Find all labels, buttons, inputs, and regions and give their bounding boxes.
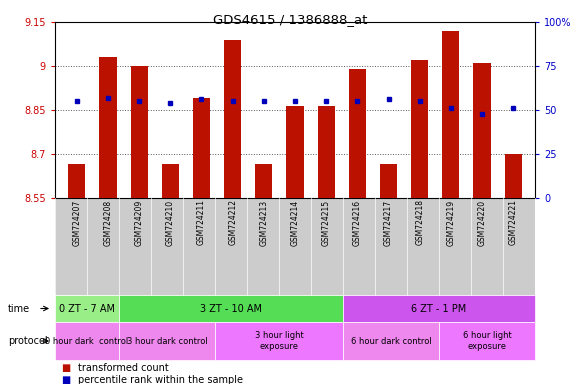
Bar [162,164,179,198]
Bar [61,22,92,198]
Text: 6 hour dark control: 6 hour dark control [351,336,432,346]
Bar [68,164,85,198]
Bar [99,57,117,198]
Bar [443,31,459,198]
Bar [380,164,397,198]
Bar [310,22,342,198]
Text: 0 ZT - 7 AM: 0 ZT - 7 AM [59,303,115,313]
Text: 3 hour dark control: 3 hour dark control [126,336,208,346]
Text: transformed count: transformed count [78,363,169,373]
Bar [280,22,310,198]
Bar [130,66,148,198]
Bar [155,22,186,198]
Bar [342,22,373,198]
Bar [224,40,241,198]
Text: 6 hour light
exposure: 6 hour light exposure [463,331,512,351]
Bar [505,154,522,198]
Bar [373,22,404,198]
Text: protocol: protocol [8,336,48,346]
Bar [498,22,529,198]
Text: percentile rank within the sample: percentile rank within the sample [78,375,243,384]
Text: ■: ■ [61,363,70,373]
Bar [92,22,124,198]
Bar [404,22,435,198]
Bar [411,60,428,198]
Bar [186,22,217,198]
Text: 6 ZT - 1 PM: 6 ZT - 1 PM [411,303,467,313]
Text: 0 hour dark  control: 0 hour dark control [45,336,129,346]
Text: ■: ■ [61,375,70,384]
Bar [217,22,248,198]
Bar [248,22,280,198]
Text: 3 ZT - 10 AM: 3 ZT - 10 AM [200,303,262,313]
Text: time: time [8,303,30,313]
Bar [473,63,491,198]
Bar [193,98,210,198]
Bar [435,22,466,198]
Bar [287,106,303,198]
Bar [318,106,335,198]
Text: 3 hour light
exposure: 3 hour light exposure [255,331,303,351]
Bar [466,22,498,198]
Bar [255,164,273,198]
Text: GDS4615 / 1386888_at: GDS4615 / 1386888_at [213,13,367,26]
Bar [349,69,366,198]
Bar [124,22,155,198]
